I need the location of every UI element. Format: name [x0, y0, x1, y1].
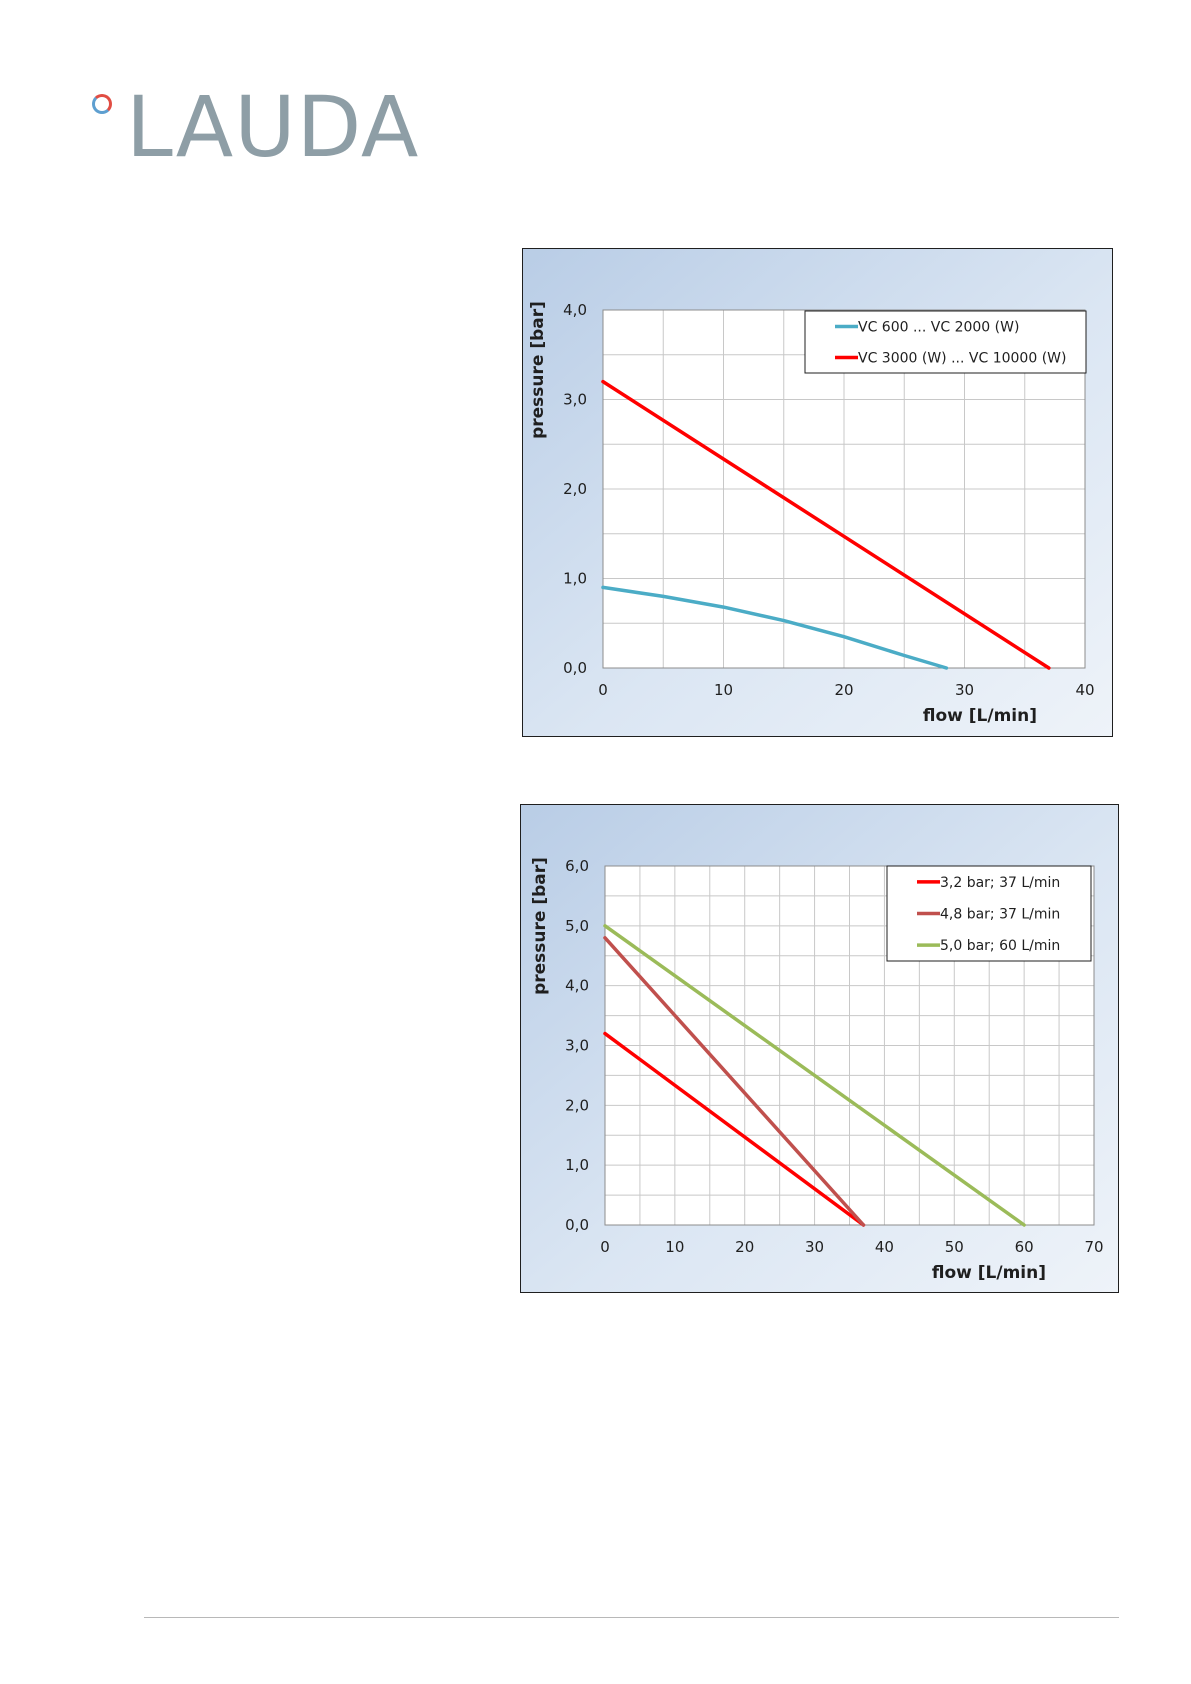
x-axis-label: flow [L/min] [923, 706, 1037, 726]
legend-label: 5,0 bar; 60 L/min [940, 938, 1060, 954]
logo-wordmark: LAUDA [126, 78, 420, 176]
y-axis-label: pressure [bar] [530, 857, 550, 995]
x-tick-label: 70 [1084, 1238, 1103, 1256]
x-tick-label: 10 [665, 1238, 684, 1256]
x-tick-label: 60 [1015, 1238, 1034, 1256]
y-tick-label: 4,0 [565, 977, 589, 995]
x-tick-label: 30 [955, 681, 974, 699]
x-tick-label: 0 [598, 681, 608, 699]
y-tick-label: 6,0 [565, 857, 589, 875]
x-axis-label: flow [L/min] [932, 1263, 1046, 1283]
x-tick-label: 20 [735, 1238, 754, 1256]
legend-label: VC 3000 (W) ... VC 10000 (W) [858, 351, 1066, 367]
legend-label: 3,2 bar; 37 L/min [940, 875, 1060, 891]
x-tick-label: 30 [805, 1238, 824, 1256]
y-tick-label: 4,0 [563, 301, 587, 319]
y-tick-label: 3,0 [563, 391, 587, 409]
y-tick-label: 2,0 [565, 1096, 589, 1114]
y-tick-label: 1,0 [565, 1156, 589, 1174]
chart-2-svg: 0 10 20 30 40 50 60 70 0,0 1,0 2,0 3,0 4,0 5,0 6,0 flow… [520, 804, 1119, 1293]
pump-curve-chart-1: 0 10 20 30 40 0,0 1,0 2,0 3,0 4,0 flow [L/min] pres… [522, 248, 1113, 737]
y-tick-label: 3,0 [565, 1037, 589, 1055]
legend-label: 4,8 bar; 37 L/min [940, 907, 1060, 923]
y-tick-label: 0,0 [563, 659, 587, 677]
series-line-1 [603, 1031, 866, 1227]
series-line-3 [603, 924, 1026, 1227]
x-tick-label: 40 [875, 1238, 894, 1256]
y-axis-label: pressure [bar] [528, 301, 548, 439]
x-tick-label: 40 [1075, 681, 1094, 699]
x-tick-label: 20 [834, 681, 853, 699]
x-tick-label: 50 [945, 1238, 964, 1256]
logo-ring-icon [92, 94, 112, 114]
series-line-2 [603, 936, 866, 1227]
legend-label: VC 600 ... VC 2000 (W) [858, 320, 1019, 336]
y-tick-label: 2,0 [563, 480, 587, 498]
y-tick-label: 0,0 [565, 1216, 589, 1234]
lauda-logo: LAUDA [92, 78, 452, 178]
y-tick-label: 1,0 [563, 570, 587, 588]
series-line-1 [601, 585, 949, 670]
chart-1-svg: 0 10 20 30 40 0,0 1,0 2,0 3,0 4,0 flow [L/min] pres… [522, 248, 1113, 737]
x-tick-label: 10 [714, 681, 733, 699]
y-tick-label: 5,0 [565, 917, 589, 935]
x-tick-label: 0 [600, 1238, 610, 1256]
footer-divider [144, 1617, 1119, 1618]
series-line-2 [601, 379, 1051, 670]
pump-curve-chart-2: 0 10 20 30 40 50 60 70 0,0 1,0 2,0 3,0 4,0 5,0 6,0 flow… [520, 804, 1119, 1293]
legend [804, 310, 1087, 374]
